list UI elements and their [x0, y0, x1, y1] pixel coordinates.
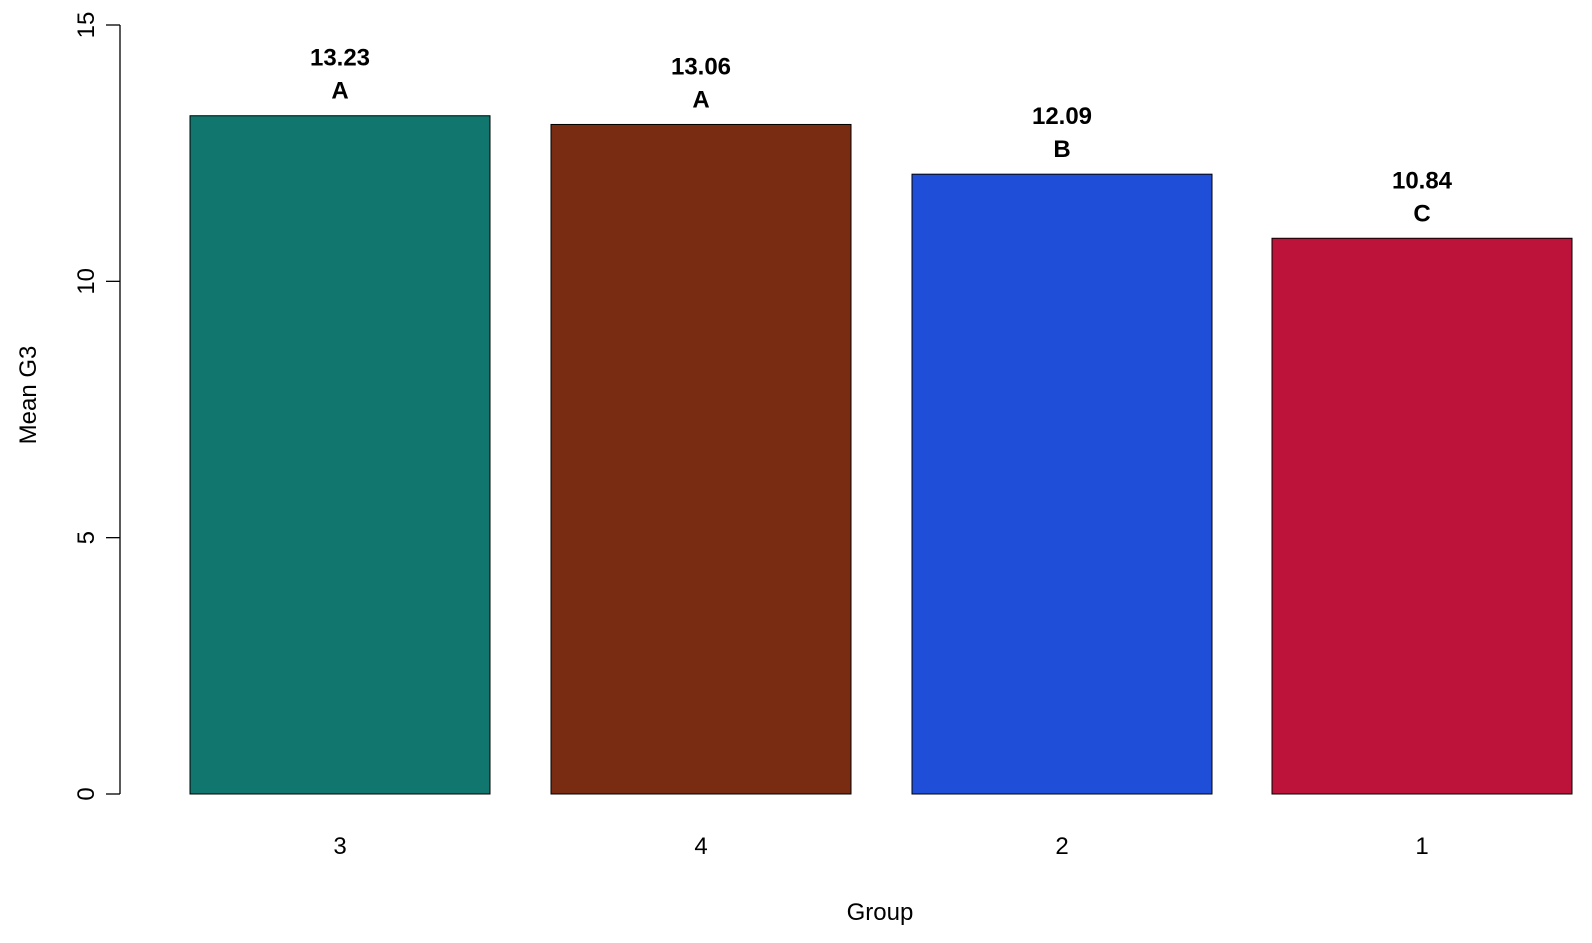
x-tick-label: 3 [333, 833, 346, 860]
bar-group-letter: A [692, 86, 709, 113]
y-axis: 0 5 10 15 [73, 12, 121, 801]
bar-group-letter: B [1053, 136, 1070, 163]
x-axis-title: Group [847, 899, 914, 926]
bar-value-label: 12.09 [1032, 103, 1092, 130]
bar-group-4 [550, 123, 852, 795]
bar-value-label: 13.06 [671, 53, 731, 80]
y-axis-title: Mean G3 [15, 346, 42, 445]
bars [189, 115, 1573, 795]
bar-value-label: 10.84 [1392, 167, 1453, 194]
x-tick-label: 2 [1055, 833, 1068, 860]
data-labels: 13.23 A 13.06 A 12.09 B 10.84 C [310, 45, 1453, 228]
bar-group-2 [911, 173, 1213, 795]
bar-group-letter: C [1413, 200, 1430, 227]
x-axis-tick-labels: 3 4 2 1 [333, 833, 1428, 860]
y-tick-label: 0 [73, 787, 100, 800]
bar-group-letter: A [331, 78, 348, 105]
bar-value-label: 13.23 [310, 45, 370, 72]
x-tick-label: 1 [1415, 833, 1428, 860]
bar-group-1 [1271, 237, 1573, 795]
x-tick-label: 4 [694, 833, 707, 860]
y-tick-label: 15 [73, 12, 100, 39]
y-tick-label: 10 [73, 268, 100, 295]
y-tick-label: 5 [73, 531, 100, 544]
bar-group-3 [189, 115, 491, 795]
